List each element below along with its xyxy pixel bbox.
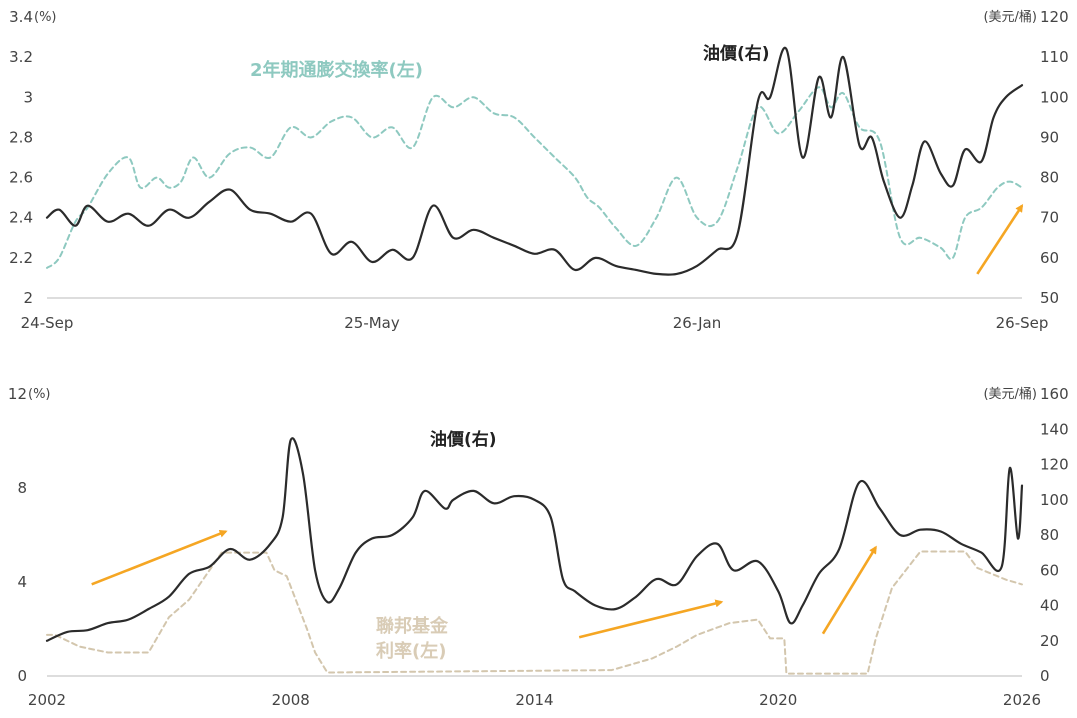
top-x-tick: 26-Jan	[673, 314, 721, 332]
bottom-y-right-unit: (美元/桶)	[983, 387, 1037, 402]
bottom-y-left-unit: (%)	[28, 387, 51, 402]
top-y-left-tick: 3.4	[9, 8, 33, 26]
bottom-y-left-tick: 0	[17, 667, 27, 685]
top-chart: 2 2.2 2.4 2.6 2.8 3 3.2 3.4 (%) 50 60 70 80 90 100 110 1…	[9, 8, 1069, 332]
top-arrows	[976, 203, 1024, 275]
bottom-y-left-tick: 8	[17, 479, 27, 497]
bottom-y-right-tick: 140	[1040, 420, 1069, 438]
top-y-left-tick: 2.6	[9, 169, 33, 187]
bottom-y-right-tick: 40	[1040, 597, 1059, 615]
bottom-y-right-tick: 100	[1040, 491, 1069, 509]
bottom-x-tick: 2008	[272, 691, 310, 709]
bottom-fed-funds-rate-line	[46, 550, 1023, 675]
top-y-left-tick: 2.8	[9, 128, 33, 146]
bottom-oil-price-line	[45, 437, 1024, 642]
top-y-left-tick: 2	[23, 289, 33, 307]
top-y-right-tick: 70	[1040, 209, 1059, 227]
bottom-trend-arrow	[578, 599, 724, 639]
bottom-x-tick: 2020	[759, 691, 797, 709]
bottom-oil-label: 油價(右)	[430, 429, 497, 450]
bottom-y-left-tick: 4	[17, 573, 27, 591]
inflation-swap-label: 2年期通膨交換率(左)	[250, 59, 423, 81]
top-oil-label: 油價(右)	[703, 43, 770, 64]
top-x-tick: 24-Sep	[21, 314, 74, 332]
top-tick-labels: 2 2.2 2.4 2.6 2.8 3 3.2 3.4 (%) 50 60 70 80 90 100 110 1…	[9, 8, 1069, 332]
top-y-right-unit: (美元/桶)	[983, 10, 1037, 25]
bottom-series	[45, 437, 1024, 675]
top-x-tick: 25-May	[344, 314, 400, 332]
top-y-right-tick: 100	[1040, 88, 1069, 106]
bottom-x-tick: 2002	[28, 691, 66, 709]
bottom-x-tick: 2014	[515, 691, 553, 709]
top-y-right-tick: 110	[1040, 48, 1069, 66]
bottom-y-right-tick: 160	[1040, 385, 1069, 403]
top-y-right-tick: 60	[1040, 249, 1059, 267]
top-y-left-unit: (%)	[34, 10, 57, 25]
fed-rate-label-line2: 利率(左)	[376, 640, 446, 662]
top-y-right-tick: 120	[1040, 8, 1069, 26]
bottom-tick-labels: 0 4 8 12 (%) 0 20 40 60 80 100 120 140 160(美元/桶) 2002 2…	[8, 385, 1069, 709]
top-y-right-tick: 90	[1040, 128, 1059, 146]
top-x-tick: 26-Sep	[996, 314, 1049, 332]
bottom-y-right-tick: 0	[1040, 667, 1050, 685]
bottom-y-right-tick: 80	[1040, 526, 1059, 544]
bottom-x-tick: 2026	[1003, 691, 1041, 709]
top-oil-price-line	[45, 46, 1024, 276]
top-y-left-tick: 3.2	[9, 48, 33, 66]
top-inflation-swap-line	[46, 86, 1023, 269]
bottom-y-right-tick: 20	[1040, 632, 1059, 650]
fed-rate-label-line1: 聯邦基金	[376, 615, 449, 637]
bottom-y-right-tick: 120	[1040, 456, 1069, 474]
top-series	[45, 46, 1024, 276]
top-y-right-tick: 50	[1040, 289, 1059, 307]
top-y-left-tick: 2.2	[9, 249, 33, 267]
bottom-trend-arrow	[821, 545, 877, 635]
bottom-trend-arrow	[91, 529, 228, 586]
bottom-chart: 0 4 8 12 (%) 0 20 40 60 80 100 120 140 160(美元/桶) 2002 2…	[8, 385, 1069, 709]
top-trend-arrow	[976, 203, 1024, 275]
bottom-y-right-tick: 60	[1040, 561, 1059, 579]
top-y-right-tick: 80	[1040, 169, 1059, 187]
bottom-arrows	[91, 529, 877, 639]
top-y-left-tick: 3	[23, 88, 33, 106]
top-y-left-tick: 2.4	[9, 209, 33, 227]
bottom-y-left-tick: 12	[8, 385, 27, 403]
